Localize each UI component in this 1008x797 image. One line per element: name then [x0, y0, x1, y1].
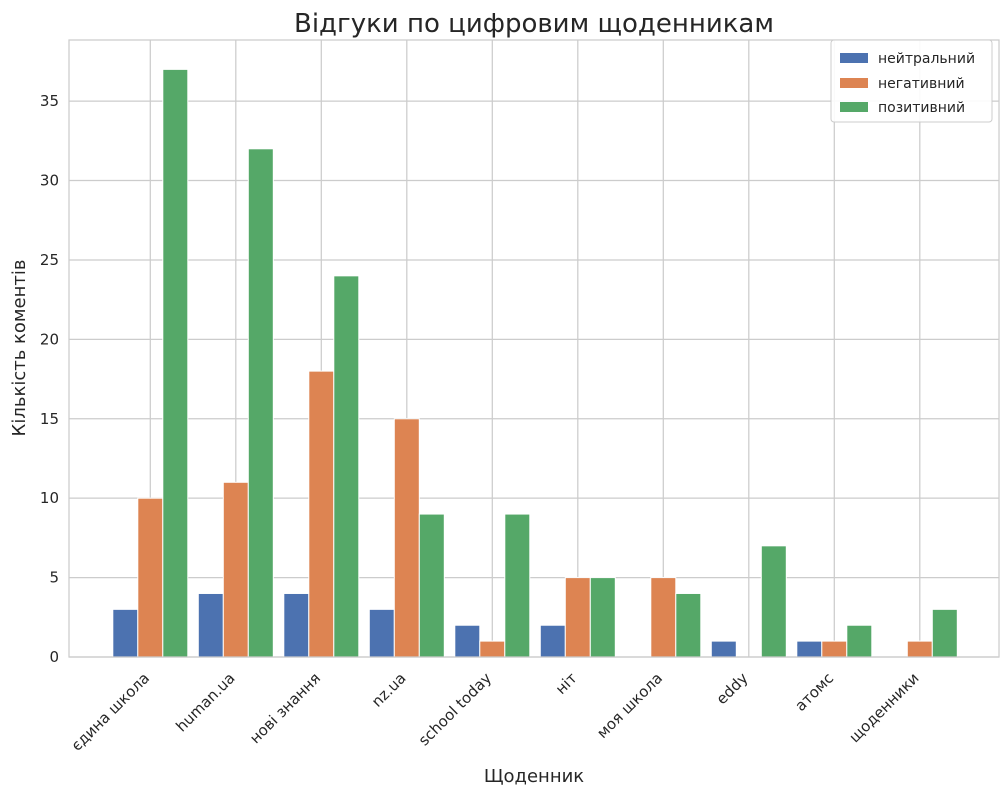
legend: нейтральний негативний позитивний [830, 39, 993, 123]
bar [821, 640, 848, 658]
legend-label-negative: негативний [878, 76, 965, 92]
bar [906, 640, 933, 658]
y-tick-label: 30 [40, 172, 59, 190]
bar [222, 481, 249, 658]
x-tick-label: human.ua [172, 669, 238, 735]
bar [479, 640, 506, 658]
x-ticks: єдина школа human.ua нові знання nz.ua schoo… [68, 669, 923, 755]
y-tick-label: 20 [40, 330, 59, 348]
bar [675, 592, 702, 658]
legend-swatch-positive [840, 102, 868, 112]
bar [112, 608, 139, 658]
x-tick-label: school today [415, 669, 495, 749]
bar [368, 608, 395, 658]
bar [393, 418, 420, 658]
y-ticks: 0 5 10 15 20 25 30 35 [40, 92, 59, 666]
bar [418, 513, 445, 658]
y-tick-label: 25 [40, 251, 59, 269]
x-tick-label: nz.ua [368, 669, 410, 711]
bar [162, 68, 189, 658]
bar [504, 513, 531, 658]
legend-swatch-negative [840, 78, 868, 88]
bar [308, 370, 335, 658]
bar [454, 624, 481, 658]
bars [112, 68, 958, 658]
x-tick-label: нові знання [246, 669, 324, 747]
grid [69, 40, 999, 658]
x-tick-label: eddy [713, 669, 752, 708]
bar [539, 624, 566, 658]
x-tick-label: моя школа [593, 669, 666, 742]
bar [137, 497, 164, 658]
y-tick-label: 10 [40, 489, 59, 507]
y-tick-label: 35 [40, 92, 59, 110]
chart-title: Відгуки по цифровим щоденникам [294, 9, 774, 39]
bar [197, 592, 224, 658]
bar [564, 577, 591, 658]
bar [247, 148, 274, 658]
bar [589, 577, 616, 658]
bar [333, 275, 360, 658]
legend-frame [830, 39, 993, 123]
bar [650, 577, 677, 658]
x-tick-label: щоденники [845, 669, 922, 746]
x-tick-label: атомс [791, 669, 837, 715]
bar [846, 624, 873, 658]
x-tick-label: ніт [552, 669, 581, 698]
legend-label-neutral: нейтральний [878, 51, 975, 67]
bar [796, 640, 823, 658]
legend-swatch-neutral [840, 53, 868, 63]
y-axis-label: Кількість коментів [9, 260, 30, 437]
bar [710, 640, 737, 658]
plot-frame [68, 39, 1000, 658]
plot-area [69, 40, 999, 657]
x-axis-label: Щоденник [484, 766, 584, 787]
bar [931, 608, 958, 658]
bar [283, 592, 310, 658]
x-tick-label: єдина школа [68, 669, 153, 754]
y-tick-label: 0 [49, 648, 59, 666]
y-tick-label: 15 [40, 410, 59, 428]
legend-label-positive: позитивний [878, 100, 965, 116]
bar [760, 545, 787, 658]
y-tick-label: 5 [49, 569, 59, 587]
